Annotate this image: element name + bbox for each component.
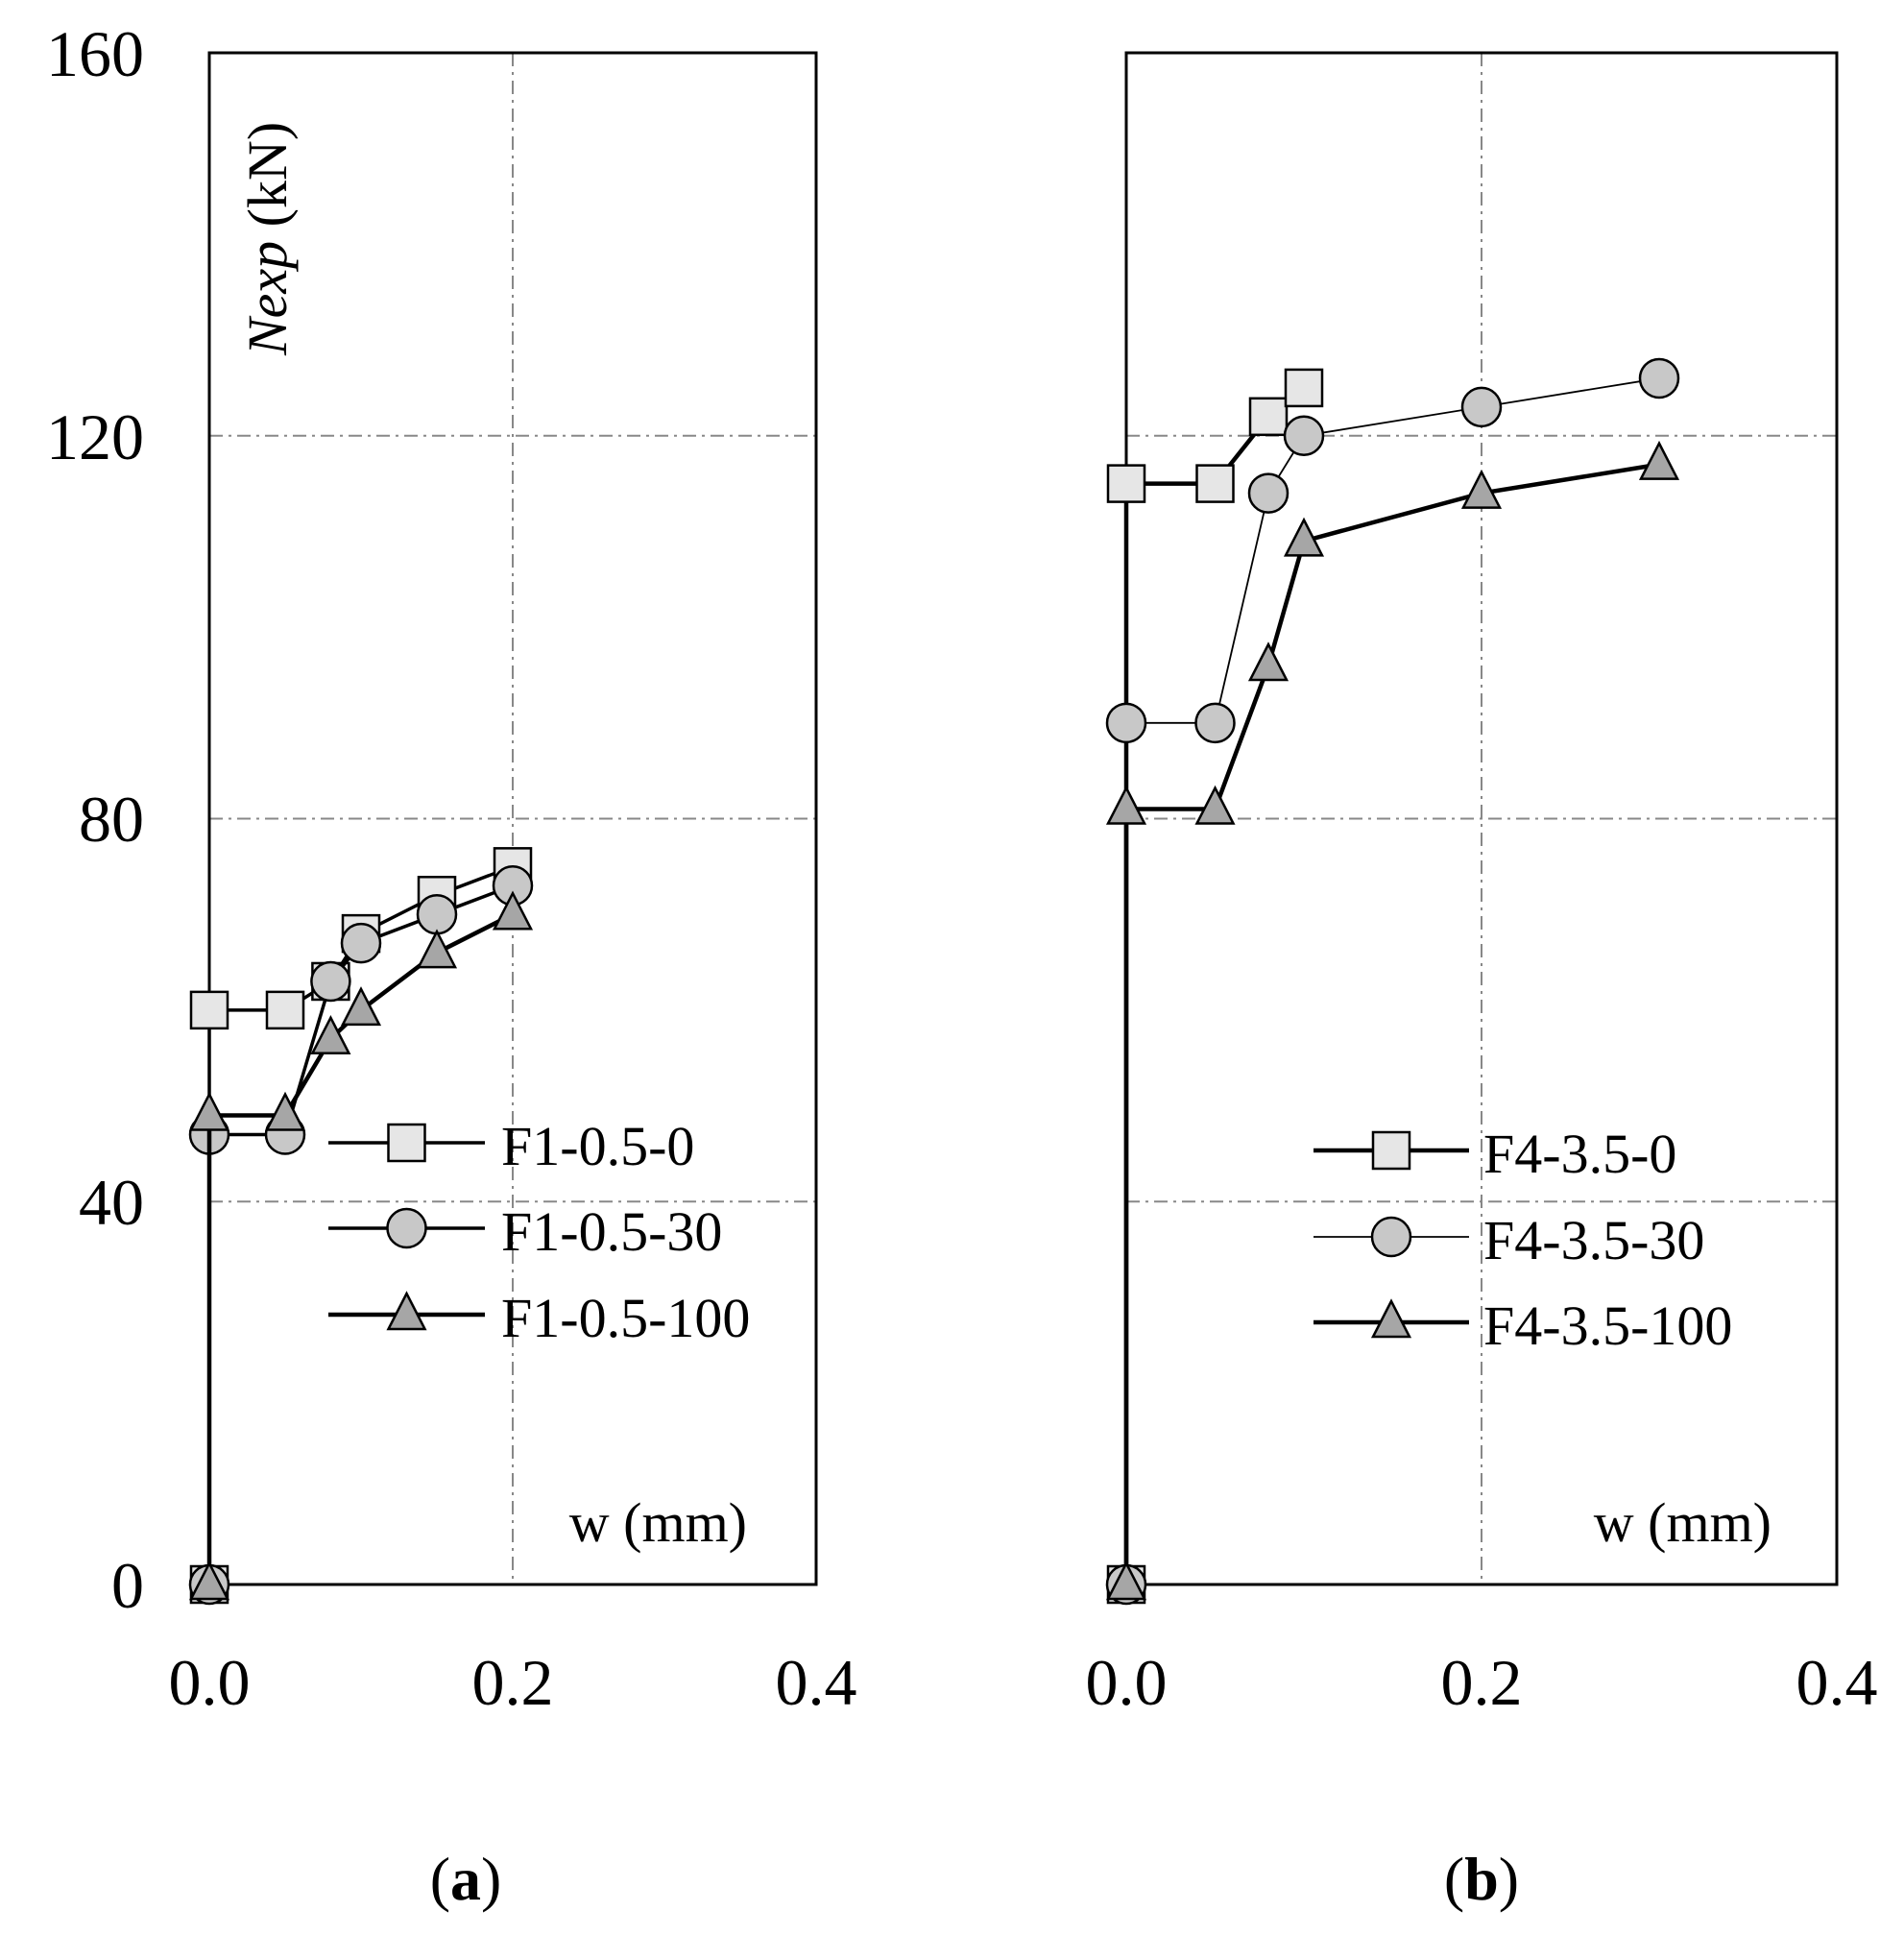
data-point xyxy=(1638,357,1680,399)
data-point xyxy=(1248,397,1289,437)
data-point xyxy=(1247,472,1289,514)
plot-frame-a xyxy=(207,51,818,1586)
panel-label-a: (a) xyxy=(430,1845,502,1913)
data-point xyxy=(416,893,458,935)
x-tick-label: 0.2 xyxy=(1441,1646,1523,1719)
data-point xyxy=(1247,641,1289,682)
x-axis-label-b: w (mm) xyxy=(1594,1491,1771,1554)
data-point xyxy=(340,922,382,964)
x-tick-labels-a: 0.0 0.2 0.4 xyxy=(169,1646,857,1719)
data-point xyxy=(1105,1560,1147,1601)
x-tick-label: 0.0 xyxy=(1086,1646,1168,1719)
data-point xyxy=(416,929,458,969)
data-point xyxy=(1283,517,1325,557)
series-line xyxy=(207,864,514,1584)
legend-label: F1-0.5-100 xyxy=(501,1287,750,1349)
series-line xyxy=(1123,386,1306,1584)
chart-panel-b: 0.0 0.2 0.4 F4-3.5-0 F4-3.5-30 F4-3.5-10… xyxy=(1086,51,1878,1913)
data-point xyxy=(189,990,229,1030)
legend-marker xyxy=(1370,1216,1412,1258)
legend-label: F1-0.5-30 xyxy=(501,1200,722,1263)
x-tick-label: 0.4 xyxy=(1796,1646,1878,1719)
y-tick-label: 120 xyxy=(46,400,144,473)
x-axis-label-a: w (mm) xyxy=(569,1491,747,1554)
legend-marker xyxy=(386,1291,427,1331)
data-point xyxy=(1638,440,1680,480)
y-axis-label: Nexp (kN) xyxy=(236,122,299,356)
x-tick-label: 0.0 xyxy=(169,1646,251,1719)
y-tick-label: 40 xyxy=(79,1166,144,1239)
series-F1-0.5-100 xyxy=(188,890,534,1601)
data-point xyxy=(1194,702,1236,744)
legend-marker xyxy=(1371,1130,1411,1171)
data-point xyxy=(1106,464,1146,503)
legend-label: F1-0.5-0 xyxy=(501,1115,694,1177)
legend-a: F1-0.5-0 F1-0.5-30 F1-0.5-100 xyxy=(328,1115,750,1349)
data-point xyxy=(265,990,305,1030)
data-point xyxy=(188,1560,230,1601)
x-tick-labels-b: 0.0 0.2 0.4 xyxy=(1086,1646,1878,1719)
data-point xyxy=(1105,785,1147,825)
y-tick-label: 0 xyxy=(111,1549,144,1622)
data-point xyxy=(492,890,534,931)
y-tick-label: 160 xyxy=(46,17,144,90)
data-point xyxy=(340,986,382,1027)
legend-marker xyxy=(387,1123,426,1163)
data-point xyxy=(264,1091,306,1131)
grid-lines-b xyxy=(1126,53,1837,1584)
data-point xyxy=(1195,464,1235,503)
y-tick-labels-a: 0 40 80 120 160 xyxy=(46,17,144,1622)
legend-label: F4-3.5-0 xyxy=(1483,1123,1676,1185)
x-tick-label: 0.4 xyxy=(776,1646,857,1719)
legend-marker xyxy=(1370,1298,1412,1339)
series-F4-3.5-30 xyxy=(1105,357,1680,1606)
data-point xyxy=(188,1091,230,1131)
data-point xyxy=(310,960,351,1003)
data-point xyxy=(1460,469,1503,509)
data-point xyxy=(310,1015,351,1055)
legend-label: F4-3.5-30 xyxy=(1483,1209,1704,1271)
panel-label-b: (b) xyxy=(1444,1845,1519,1913)
y-axis-label-symbol: Nexp xyxy=(236,241,299,356)
data-series-a xyxy=(188,847,534,1606)
data-point xyxy=(1460,386,1503,428)
data-point xyxy=(1194,785,1236,825)
grid-lines-a xyxy=(209,53,816,1584)
data-point xyxy=(1283,415,1325,456)
data-point xyxy=(1284,368,1324,408)
chart-panel-a: 0 40 80 120 160 0.0 0.2 0.4 F1-0.5-0 F1-… xyxy=(46,17,857,1913)
x-tick-label: 0.2 xyxy=(472,1646,554,1719)
data-series-b xyxy=(1105,357,1680,1606)
legend-b: F4-3.5-0 F4-3.5-30 F4-3.5-100 xyxy=(1314,1123,1732,1357)
y-axis-label-unit: (kN) xyxy=(236,122,299,241)
series-F1-0.5-30 xyxy=(188,865,534,1606)
legend-label: F4-3.5-100 xyxy=(1483,1294,1732,1357)
series-F4-3.5-100 xyxy=(1105,440,1680,1601)
series-line xyxy=(1125,377,1660,1584)
data-point xyxy=(1105,702,1147,744)
y-tick-label: 80 xyxy=(79,783,144,856)
legend-marker xyxy=(386,1207,427,1249)
series-line xyxy=(1123,462,1660,1584)
